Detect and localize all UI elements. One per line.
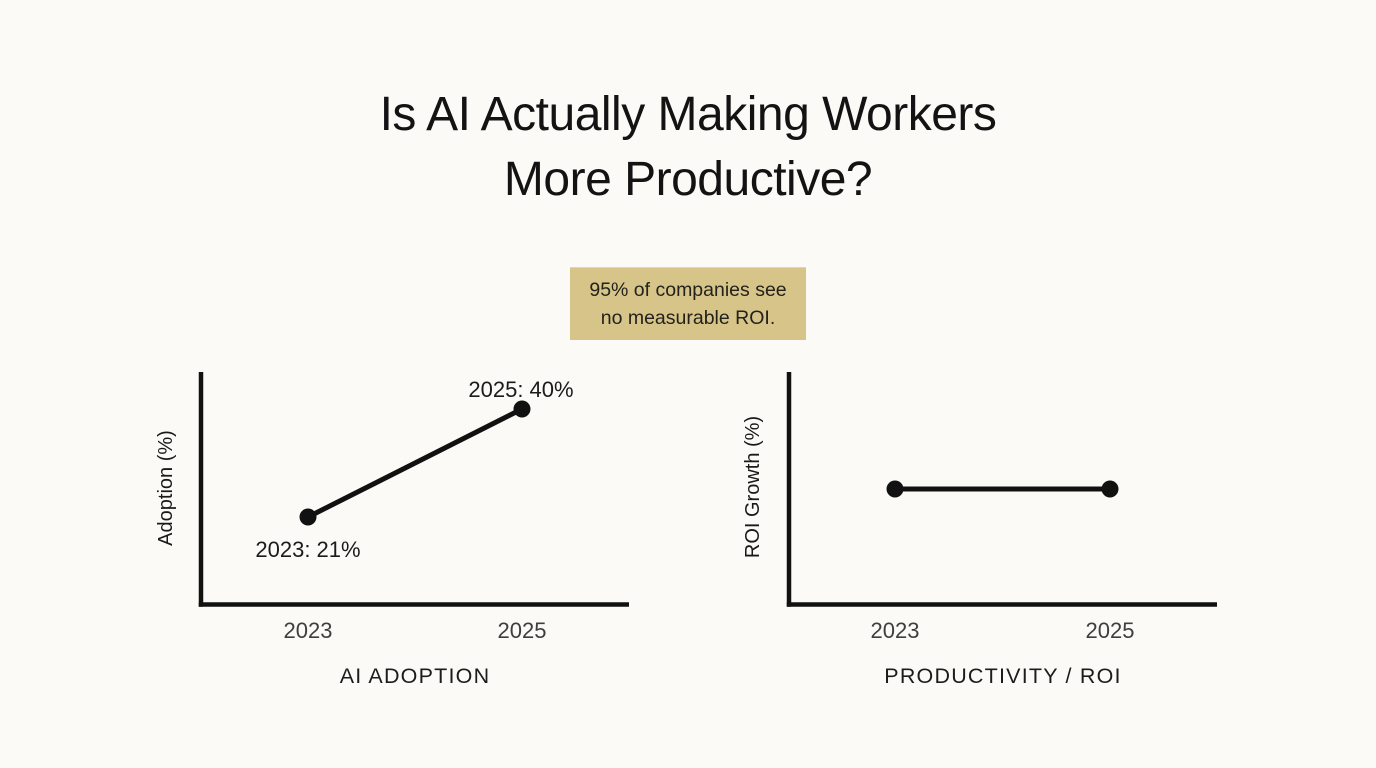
page-title-line-1: Is AI Actually Making Workers bbox=[379, 88, 997, 141]
adoption-series-line bbox=[305, 406, 525, 520]
roi-tick-2023: 2023 bbox=[871, 618, 920, 643]
adoption-y-axis-label: Adoption (%) bbox=[155, 430, 177, 546]
roi-chart-title: PRODUCTIVITY / ROI bbox=[884, 664, 1121, 688]
page-title-line-2: More Productive? bbox=[503, 153, 873, 206]
adoption-point-2023 bbox=[299, 508, 317, 526]
roi-callout-line-1: 95% of companies see bbox=[589, 278, 787, 301]
adoption-chart-title: AI ADOPTION bbox=[340, 664, 491, 688]
roi-tick-2025: 2025 bbox=[1086, 618, 1135, 643]
productivity-roi-chart: ROI Growth (%) 2023 2025 PRODUCTIVITY / … bbox=[742, 372, 1217, 688]
page-title: Is AI Actually Making Workers More Produc… bbox=[0, 82, 1376, 212]
roi-point-2023 bbox=[886, 480, 904, 498]
ai-adoption-axes bbox=[198, 372, 629, 607]
adoption-point-2025 bbox=[513, 400, 531, 418]
adoption-tick-2023: 2023 bbox=[284, 618, 333, 643]
roi-callout-line-2: no measurable ROI. bbox=[600, 306, 776, 329]
productivity-roi-axes bbox=[786, 372, 1217, 607]
ai-adoption-chart: 2025: 40% 2023: 21% Adoption (%) 2023 20… bbox=[155, 372, 629, 688]
adoption-label-2025: 2025: 40% bbox=[468, 377, 573, 402]
roi-callout: 95% of companies see no measurable ROI. bbox=[570, 267, 806, 340]
adoption-label-2023: 2023: 21% bbox=[255, 537, 360, 562]
adoption-tick-2025: 2025 bbox=[498, 618, 547, 643]
roi-point-2025 bbox=[1101, 480, 1119, 498]
roi-y-axis-label: ROI Growth (%) bbox=[742, 416, 764, 558]
